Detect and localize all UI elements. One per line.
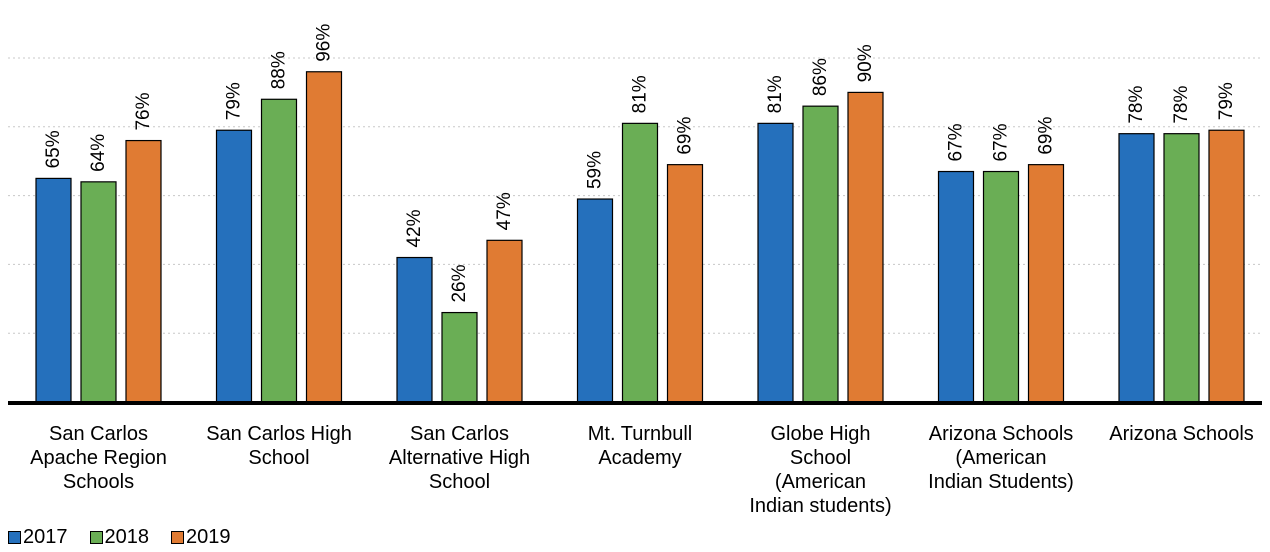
data-label: 67% [946, 123, 967, 161]
bar-2019 [305, 71, 343, 403]
bar-2017 [757, 122, 794, 403]
bar-2018 [1163, 133, 1200, 403]
data-label: 88% [269, 51, 290, 89]
bar-2018 [982, 170, 1020, 403]
data-label: 26% [449, 264, 470, 302]
bar-2018 [441, 311, 478, 403]
bar-2018 [80, 181, 117, 403]
category-label: San Carlos Apache Region Schools [30, 423, 167, 493]
bar-2017 [937, 170, 975, 403]
category-label: Mt. Turnbull Academy [587, 423, 693, 469]
legend-item-2019: 2019 [171, 526, 231, 548]
legend: 2017 2018 2019 [8, 526, 231, 548]
bar-2019 [1208, 129, 1245, 403]
data-label: 76% [133, 92, 154, 130]
bar-2017 [396, 256, 433, 403]
data-label: 67% [991, 123, 1012, 161]
data-label: 79% [1216, 82, 1237, 120]
bar-2017 [1118, 133, 1155, 403]
legend-item-2017: 2017 [8, 526, 68, 548]
data-label: 47% [494, 192, 515, 230]
category-label: San Carlos Alternative High School [388, 423, 531, 493]
bar-2017 [35, 177, 72, 403]
bar-2018 [260, 98, 298, 403]
category-label: Globe High School (American Indian stude… [749, 423, 892, 517]
data-label: 78% [1171, 86, 1192, 124]
legend-swatch-2018 [89, 530, 103, 544]
data-label: 69% [675, 117, 696, 155]
bar-chart: 65% 64% 76% 79% 88% 96% 42% 26% 47% 59% 81% 69% 81% 8… [8, 24, 1262, 405]
bar-2018 [802, 105, 839, 403]
legend-swatch-2017 [8, 530, 21, 544]
data-label: 86% [810, 58, 831, 96]
data-label: 69% [1036, 117, 1057, 155]
legend-label-2019: 2019 [186, 526, 231, 548]
bar-2019 [666, 164, 704, 403]
data-label: 96% [314, 24, 335, 62]
data-label: 78% [1126, 86, 1147, 124]
bar-2019 [847, 91, 884, 403]
bar-2019 [125, 139, 162, 403]
legend-item-2018: 2018 [89, 526, 150, 548]
data-label: 42% [404, 209, 425, 247]
category-label: San Carlos High School [206, 423, 352, 469]
data-label: 59% [585, 151, 606, 189]
data-label: 79% [224, 82, 245, 120]
category-label: Arizona Schools [1109, 423, 1254, 445]
legend-swatch-2019 [171, 530, 184, 544]
data-label: 64% [88, 134, 109, 172]
data-label: 81% [630, 75, 651, 113]
bar-2017 [576, 198, 614, 403]
legend-label-2018: 2018 [104, 526, 150, 548]
bar-2019 [1027, 164, 1065, 403]
legend-label-2017: 2017 [23, 526, 68, 548]
data-label: 90% [855, 44, 876, 82]
category-label: Arizona Schools (American Indian Student… [928, 423, 1074, 493]
bar-2019 [486, 239, 523, 403]
data-label: 81% [765, 75, 786, 113]
bar-2017 [215, 129, 253, 403]
data-label: 65% [43, 130, 64, 168]
bar-2018 [621, 122, 659, 403]
